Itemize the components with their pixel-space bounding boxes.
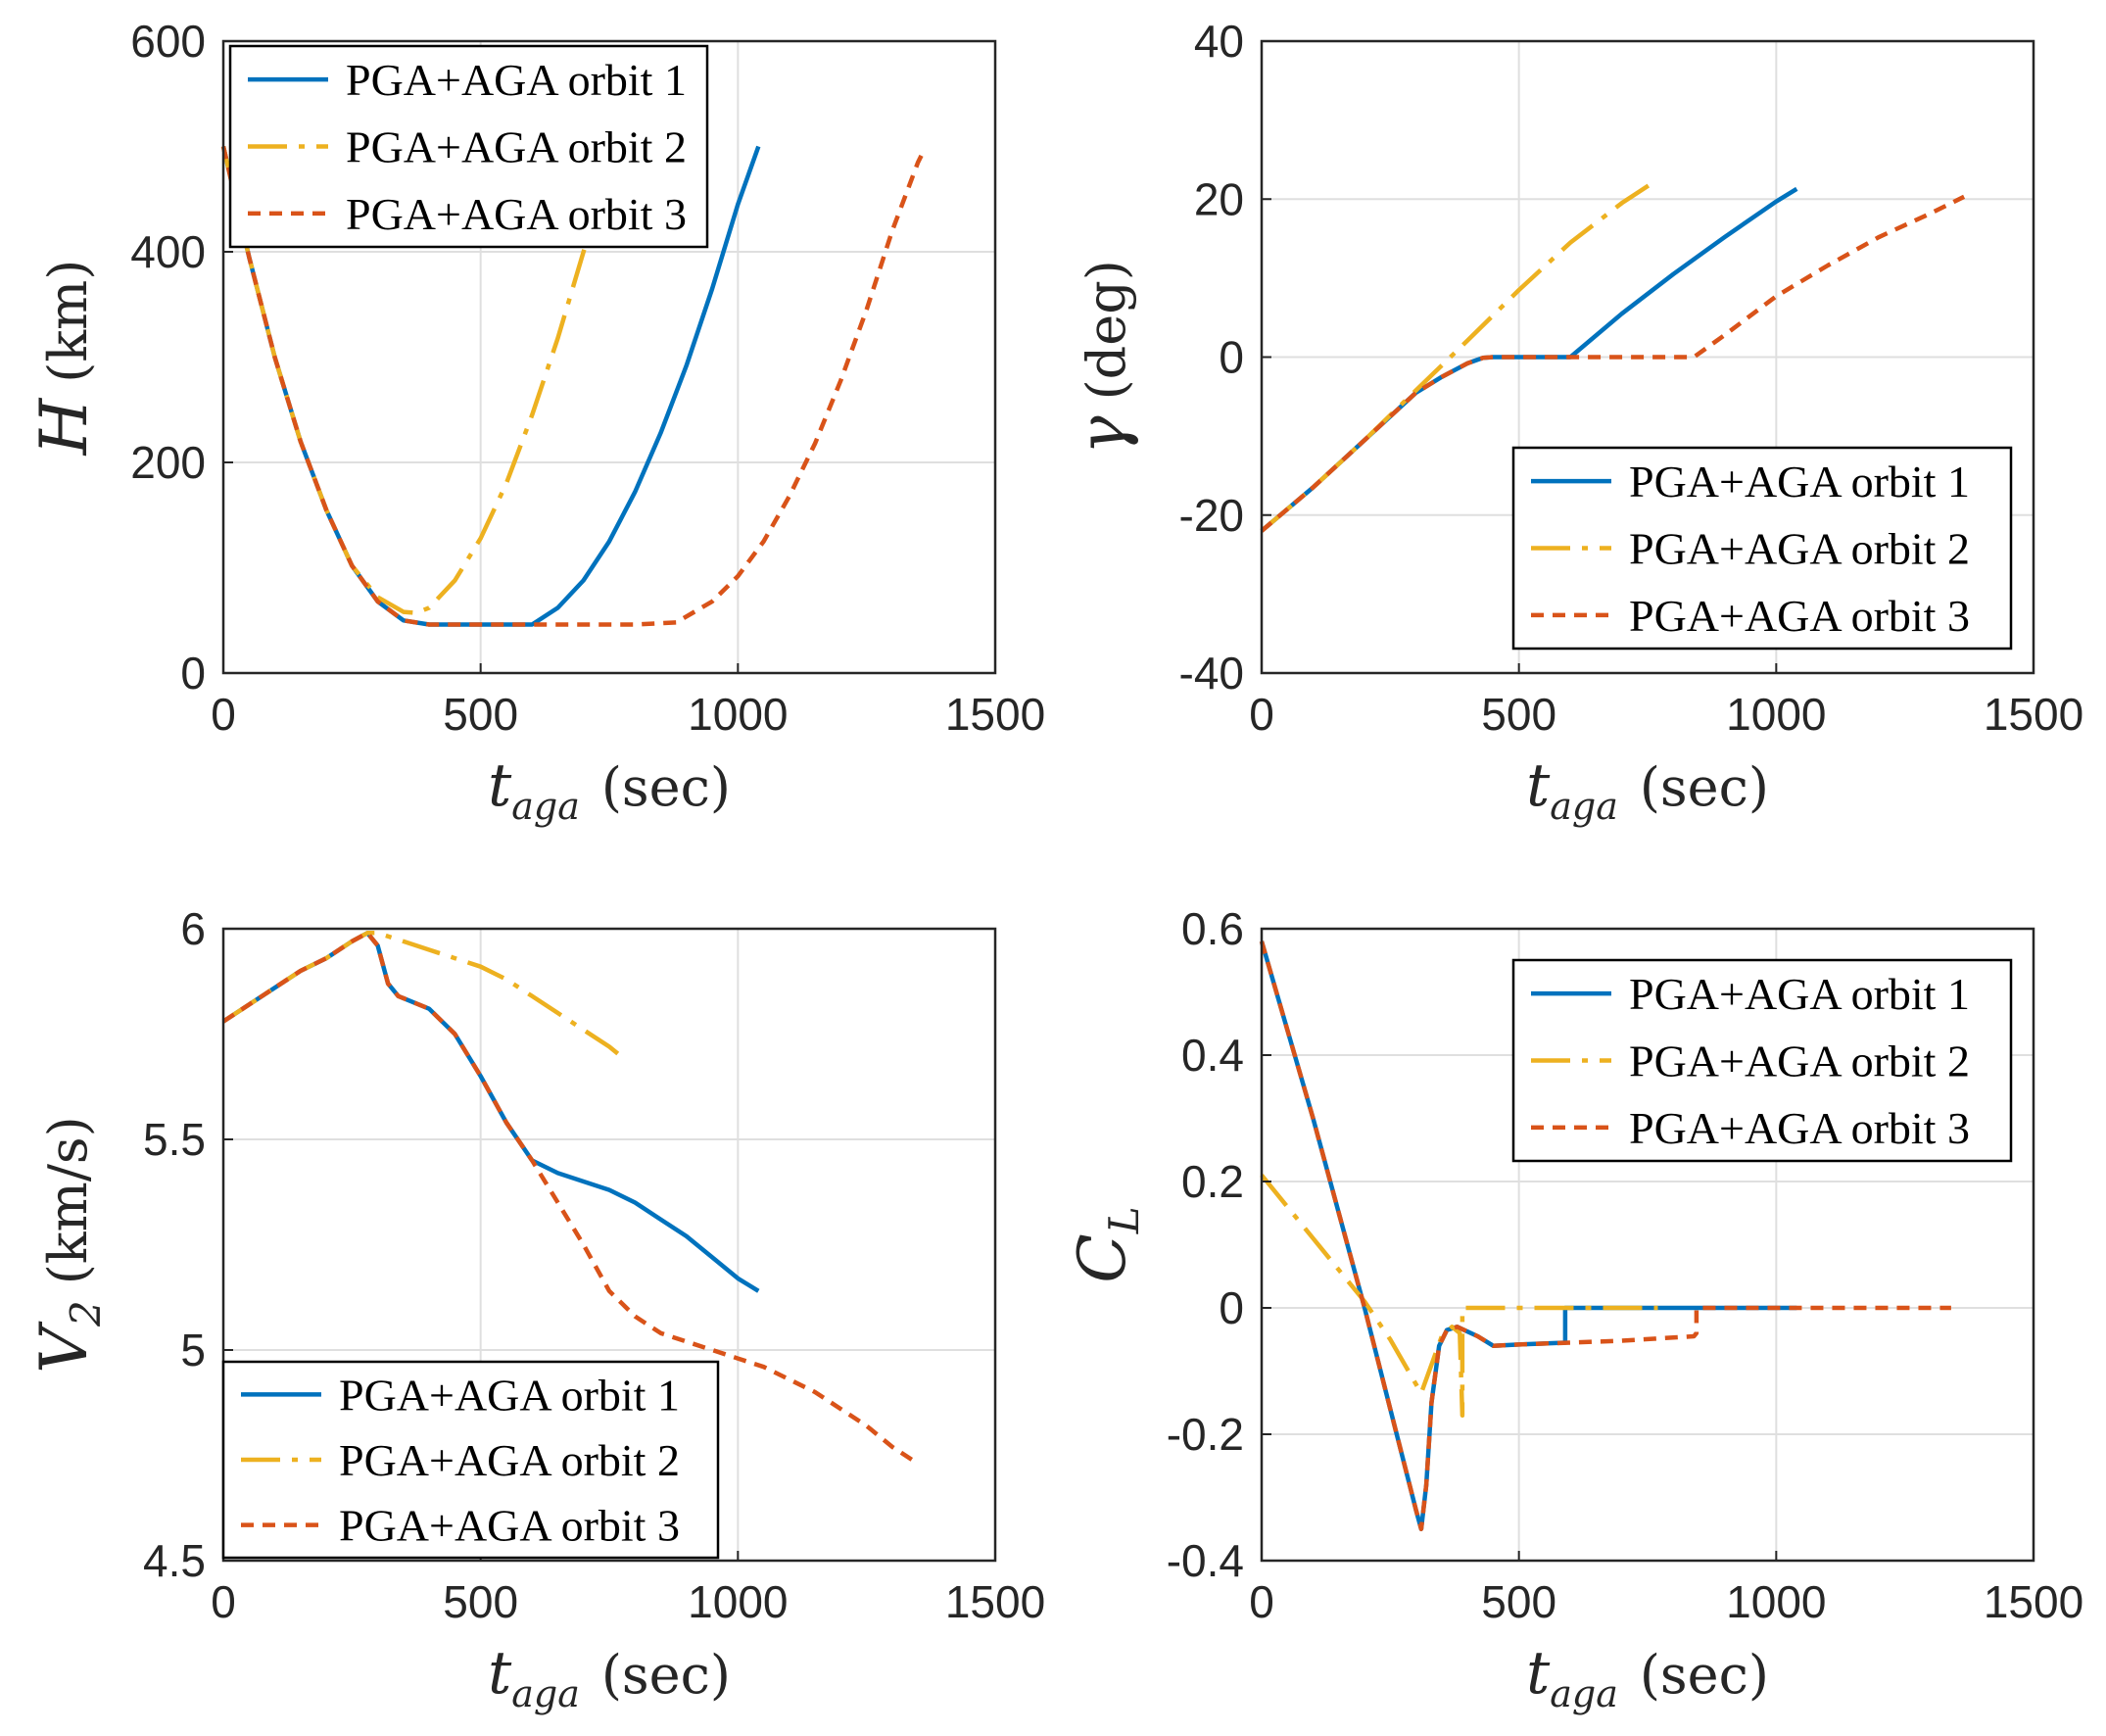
legend-label-orbit-3: PGA+AGA orbit 3	[1629, 591, 1970, 641]
series-line-orbit-3	[1260, 194, 1966, 533]
series-line-orbit-2	[220, 145, 601, 615]
x-tick-label: 500	[1481, 689, 1556, 740]
y-axis-label: γ(deg)	[1065, 260, 1140, 455]
x-axis-label: taga (sec)	[488, 751, 731, 828]
legend-label-orbit-1: PGA+AGA orbit 1	[346, 55, 687, 105]
chart-panel-altitude: 0 500 1000 1500 0 200 400 600 taga (sec) H(km) PGA+…	[26, 16, 1045, 828]
x-axis-label: taga (sec)	[488, 1639, 731, 1715]
axes-frame	[1260, 927, 2035, 1563]
legend-label-orbit-2: PGA+AGA orbit 2	[339, 1435, 680, 1485]
x-tick-label: 1500	[945, 689, 1045, 740]
series-line-orbit-2	[1260, 1174, 1658, 1418]
chart-panel-lift-coefficient: 0 500 1000 1500 -0.4 -0.2 0 0.2 0.4 0.6 taga (sec) C…	[1065, 903, 2083, 1715]
legend-label-orbit-2: PGA+AGA orbit 2	[1629, 524, 1970, 574]
legend: PGA+AGA orbit 1 PGA+AGA orbit 2 PGA+AGA or…	[221, 1360, 720, 1560]
legend-label-orbit-2: PGA+AGA orbit 2	[1629, 1037, 1970, 1086]
legend-label-orbit-2: PGA+AGA orbit 2	[346, 122, 687, 172]
y-tick-label: 5	[180, 1325, 206, 1375]
x-tick-label: 1000	[688, 689, 788, 740]
x-tick-label: 0	[211, 689, 236, 740]
chart-panel-flight-path-angle: 0 500 1000 1500 -40 -20 0 20 40 taga (sec) γ(deg) PG…	[1065, 16, 2083, 828]
y-tick-label: -20	[1179, 490, 1244, 541]
y-axis-label: CL	[1065, 1206, 1148, 1282]
series-line-orbit-3	[220, 145, 926, 627]
y-tick-label: 0	[1219, 1282, 1244, 1333]
y-tick-label: 40	[1194, 16, 1244, 67]
legend-label-orbit-1: PGA+AGA orbit 1	[1629, 457, 1970, 506]
x-tick-label: 1500	[1984, 689, 2083, 740]
x-tick-label: 0	[1249, 1576, 1274, 1627]
x-tick-label: 0	[1249, 689, 1274, 740]
chart-panel-velocity: 0 500 1000 1500 4.5 5 5.5 6 taga (sec) V2(km/s) PGA…	[26, 903, 1045, 1715]
series-line-orbit-3	[221, 931, 920, 1466]
axes-frame	[221, 39, 997, 675]
x-axis-label: taga (sec)	[1526, 751, 1769, 828]
y-axis-label: V2(km/s)	[26, 1116, 110, 1373]
y-tick-label: 20	[1194, 173, 1244, 224]
y-tick-label: -0.4	[1167, 1535, 1244, 1586]
axes-frame	[221, 927, 997, 1563]
legend-label-orbit-3: PGA+AGA orbit 3	[339, 1501, 680, 1551]
legend: PGA+AGA orbit 1 PGA+AGA orbit 2 PGA+AGA or…	[1511, 446, 2013, 651]
y-tick-label: -40	[1179, 648, 1244, 699]
x-tick-label: 1000	[688, 1576, 788, 1627]
legend: PGA+AGA orbit 1 PGA+AGA orbit 2 PGA+AGA or…	[1511, 958, 2013, 1163]
x-axis-label: taga (sec)	[1526, 1639, 1769, 1715]
x-tick-label: 0	[211, 1576, 236, 1627]
y-tick-label: -0.2	[1167, 1409, 1244, 1460]
y-tick-label: 0.6	[1181, 903, 1244, 954]
legend-box	[228, 44, 709, 249]
legend-label-orbit-1: PGA+AGA orbit 1	[339, 1370, 680, 1420]
x-tick-label: 1500	[945, 1576, 1045, 1627]
y-tick-label: 6	[180, 903, 206, 954]
y-tick-label: 0	[1219, 332, 1244, 383]
y-tick-label: 5.5	[143, 1114, 206, 1165]
x-tick-label: 500	[443, 689, 518, 740]
x-tick-label: 1500	[1984, 1576, 2083, 1627]
x-tick-label: 1000	[1726, 1576, 1826, 1627]
y-tick-label: 200	[130, 437, 206, 488]
legend-label-orbit-3: PGA+AGA orbit 3	[346, 189, 687, 239]
y-tick-label: 0	[180, 648, 206, 699]
x-tick-label: 500	[443, 1576, 518, 1627]
legend: PGA+AGA orbit 1 PGA+AGA orbit 2 PGA+AGA or…	[228, 44, 709, 249]
y-tick-label: 400	[130, 226, 206, 277]
x-tick-label: 500	[1481, 1576, 1556, 1627]
y-tick-label: 0.2	[1181, 1156, 1244, 1207]
legend-label-orbit-1: PGA+AGA orbit 1	[1629, 969, 1970, 1019]
x-tick-label: 1000	[1726, 689, 1826, 740]
y-axis-label: H(km)	[26, 260, 102, 457]
series-line-orbit-3	[1259, 940, 1951, 1532]
y-tick-label: 4.5	[143, 1535, 206, 1586]
legend-label-orbit-3: PGA+AGA orbit 3	[1629, 1103, 1970, 1153]
y-tick-label: 600	[130, 16, 206, 67]
y-tick-label: 0.4	[1181, 1030, 1244, 1081]
